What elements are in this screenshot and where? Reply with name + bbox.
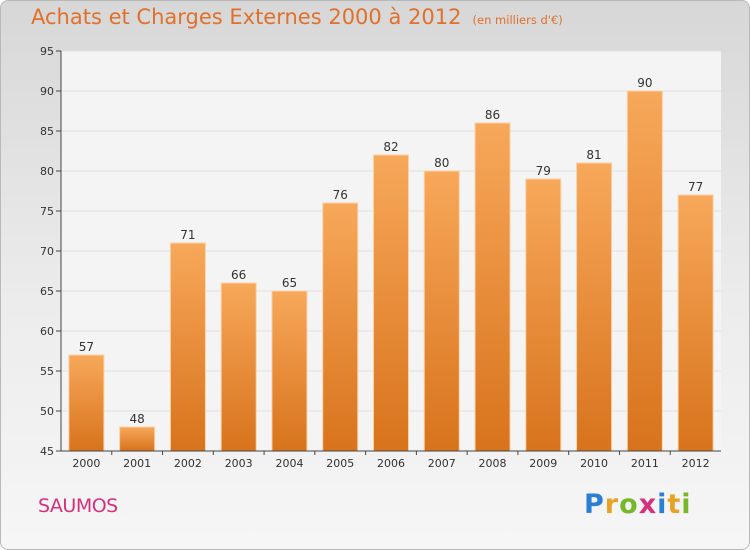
- value-labels: 57 48 71 66 65 76 82 80 86 79 81 90 77: [79, 76, 704, 426]
- y-tick-label: 95: [40, 45, 54, 58]
- y-tick-label: 50: [40, 405, 54, 418]
- y-tick-label: 65: [40, 285, 54, 298]
- data-label: 71: [180, 228, 195, 242]
- bar: [576, 162, 613, 452]
- data-label: 77: [688, 180, 703, 194]
- x-tick-label: 2004: [275, 457, 303, 470]
- y-tick-label: 55: [40, 365, 54, 378]
- bar: [423, 170, 460, 452]
- y-tick-label: 85: [40, 125, 54, 138]
- bar: [271, 290, 308, 452]
- bar: [169, 242, 206, 452]
- data-label: 66: [231, 268, 246, 282]
- x-tick-label: 2008: [479, 457, 507, 470]
- x-tick-label: 2010: [580, 457, 608, 470]
- x-tick-label: 2006: [377, 457, 405, 470]
- data-label: 48: [130, 412, 145, 426]
- bar: [677, 194, 714, 452]
- y-tick-label: 75: [40, 205, 54, 218]
- x-tick-label: 2001: [123, 457, 151, 470]
- x-tick-label: 2012: [682, 457, 710, 470]
- bars: [68, 90, 714, 452]
- bar: [68, 354, 105, 452]
- bar: [322, 202, 359, 452]
- proxiti-logo: Proxiti: [584, 489, 692, 520]
- bar: [474, 122, 511, 452]
- chart-title-block: Achats et Charges Externes 2000 à 2012 (…: [31, 5, 563, 29]
- data-label: 90: [637, 76, 652, 90]
- data-label: 82: [383, 140, 398, 154]
- bar: [119, 426, 156, 452]
- x-tick-label: 2007: [428, 457, 456, 470]
- axes: 45 50 55 60 65 70 75 80 85 90 95 2000 2001 2002 2003 20…: [40, 45, 721, 470]
- data-label: 57: [79, 340, 94, 354]
- commune-name: SAUMOS: [38, 495, 118, 517]
- x-tick-label: 2009: [529, 457, 557, 470]
- chart-title: Achats et Charges Externes 2000 à 2012: [31, 5, 462, 29]
- bar: [525, 178, 562, 452]
- bar: [626, 90, 663, 452]
- data-label: 76: [333, 188, 348, 202]
- chart-subtitle: (en milliers d'€): [472, 13, 563, 27]
- data-label: 86: [485, 108, 500, 122]
- x-tick-label: 2002: [174, 457, 202, 470]
- y-tick-label: 90: [40, 85, 54, 98]
- data-label: 65: [282, 276, 297, 290]
- bar: [220, 282, 257, 452]
- data-label: 81: [586, 148, 601, 162]
- x-tick-label: 2003: [225, 457, 253, 470]
- x-tick-label: 2011: [631, 457, 659, 470]
- x-tick-label: 2005: [326, 457, 354, 470]
- y-tick-label: 45: [40, 445, 54, 458]
- data-label: 80: [434, 156, 449, 170]
- x-tick-label: 2000: [72, 457, 100, 470]
- data-label: 79: [536, 164, 551, 178]
- y-tick-label: 60: [40, 325, 54, 338]
- bar: [372, 154, 410, 452]
- y-tick-label: 70: [40, 245, 54, 258]
- y-tick-label: 80: [40, 165, 54, 178]
